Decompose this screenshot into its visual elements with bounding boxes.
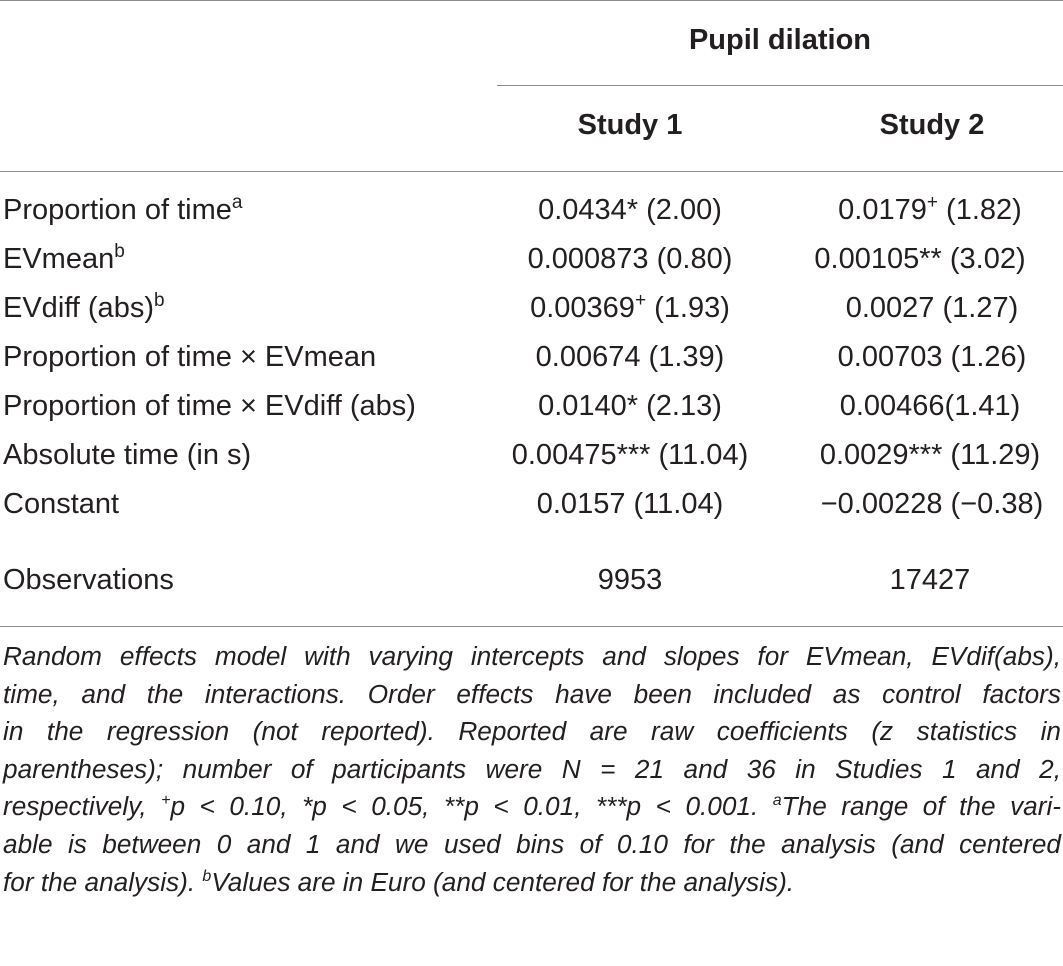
footnote-line: for the analysis). bValues are in Euro (… bbox=[3, 864, 1061, 902]
cell-study-1: 0.0157 (11.04) bbox=[536, 488, 724, 520]
footnote-line: in the regression (not reported). Report… bbox=[3, 716, 1061, 747]
cell-z: (1.93) bbox=[646, 292, 730, 324]
observations-study-2: 17427 bbox=[889, 564, 971, 596]
row-label-sup: b bbox=[153, 290, 165, 311]
footnote-line: Random effects model with varying interc… bbox=[3, 641, 1061, 671]
cell-study-2: 0.00105** (3.02) bbox=[814, 243, 1026, 275]
footnote-sup-a: a bbox=[772, 792, 782, 810]
column-header-study-2: Study 2 bbox=[879, 109, 985, 141]
column-header-study-1: Study 1 bbox=[577, 109, 683, 141]
group-header-rule bbox=[497, 85, 1063, 86]
table-footnote: Random effects model with varying interc… bbox=[3, 638, 1061, 901]
cell-value: 0.0179 bbox=[838, 194, 927, 226]
cell-z: (1.82) bbox=[937, 194, 1022, 226]
cell-study-1: 0.00475*** (11.04) bbox=[511, 439, 749, 471]
row-label-text: EVmean bbox=[3, 243, 115, 275]
row-label-text: EVdiff (abs) bbox=[3, 292, 154, 324]
header-bottom-rule bbox=[0, 171, 1063, 172]
row-label-sup: a bbox=[231, 192, 243, 213]
row-label: Absolute time (in s) bbox=[3, 439, 252, 471]
cell-study-1: 0.0140* (2.13) bbox=[538, 390, 722, 422]
footnote-line: able is between 0 and 1 and we used bins… bbox=[3, 828, 1061, 859]
cell-study-2: 0.00703 (1.26) bbox=[837, 341, 1027, 373]
row-label: Proportion of time × EVdiff (abs) bbox=[3, 390, 416, 422]
row-label: Constant bbox=[3, 488, 120, 520]
cell-study-2: −0.00228 (−0.38) bbox=[820, 488, 1044, 520]
footnote-text: Values are in Euro (and centered for the… bbox=[211, 866, 795, 897]
observations-label: Observations bbox=[3, 564, 174, 596]
cell-study-1: 0.00674 (1.39) bbox=[535, 341, 725, 373]
footnote-line: parentheses); number of participants wer… bbox=[3, 753, 1061, 784]
cell-study-1: 0.00369+ (1.93) bbox=[480, 290, 780, 326]
cell-study-2: 0.0029*** (11.29) bbox=[819, 439, 1041, 471]
row-label-text: Proportion of time bbox=[3, 194, 232, 226]
footnote-line: time, and the interactions. Order effect… bbox=[3, 678, 1061, 709]
group-header: Pupil dilation bbox=[688, 24, 872, 56]
cell-value: 0.00369 bbox=[530, 292, 635, 324]
observations-study-1: 9953 bbox=[597, 564, 663, 596]
row-label: EVmeanb bbox=[3, 241, 125, 277]
row-label: Proportion of timea bbox=[3, 192, 242, 228]
cell-study-2: 0.00466(1.41) bbox=[839, 390, 1021, 422]
cell-study-1: 0.000873 (0.80) bbox=[527, 243, 733, 275]
cell-study-2: 0.0027 (1.27) bbox=[845, 292, 1019, 324]
row-label-sup: b bbox=[114, 241, 125, 262]
footnote-sup-plus: + bbox=[161, 792, 171, 810]
cell-study-2: 0.0179+ (1.82) bbox=[780, 192, 1063, 228]
cell-study-1: 0.0434* (2.00) bbox=[538, 194, 722, 226]
footnote-line: respectively, +p < 0.10, *p < 0.05, **p … bbox=[3, 788, 1061, 826]
footnote-sup-b: b bbox=[202, 867, 212, 885]
row-label: Proportion of time × EVmean bbox=[3, 341, 377, 373]
footnote-text: The range of the vari- bbox=[781, 791, 1061, 822]
cell-sup: + bbox=[926, 192, 938, 213]
top-rule bbox=[0, 0, 1063, 1]
cell-sup: + bbox=[634, 290, 647, 311]
footnote-text: respectively, bbox=[3, 791, 162, 822]
table-bottom-rule bbox=[0, 626, 1063, 627]
footnote-text: p < 0.10, *p < 0.05, **p < 0.01, ***p < … bbox=[170, 791, 773, 822]
row-label: EVdiff (abs)b bbox=[3, 290, 165, 326]
footnote-text: for the analysis). bbox=[3, 866, 203, 897]
